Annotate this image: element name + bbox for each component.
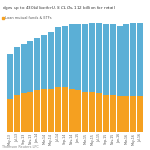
- Bar: [96, 93, 102, 132]
- Bar: [110, 94, 116, 132]
- Bar: [123, 96, 129, 132]
- Bar: [48, 88, 54, 132]
- Bar: [62, 26, 68, 87]
- Bar: [21, 93, 27, 132]
- Bar: [75, 24, 81, 90]
- Bar: [55, 87, 61, 132]
- Bar: [55, 27, 61, 87]
- Bar: [103, 94, 109, 132]
- Bar: [103, 24, 109, 94]
- Bar: [110, 24, 116, 94]
- Bar: [69, 24, 75, 88]
- Text: dges up to $430 billion for U.S. CLOs, $112 billion for retail: dges up to $430 billion for U.S. CLOs, $…: [2, 4, 115, 12]
- Bar: [89, 92, 95, 132]
- Bar: [75, 90, 81, 132]
- Bar: [27, 40, 33, 92]
- Bar: [117, 26, 123, 96]
- Bar: [34, 38, 40, 90]
- Bar: [89, 22, 95, 92]
- Bar: [137, 22, 143, 96]
- Text: Thomson Reuters LPC: Thomson Reuters LPC: [2, 145, 38, 149]
- Bar: [82, 92, 88, 132]
- Bar: [130, 22, 136, 96]
- Bar: [41, 34, 47, 88]
- Bar: [62, 87, 68, 132]
- Bar: [14, 94, 20, 132]
- Bar: [21, 44, 27, 93]
- Bar: [7, 54, 13, 99]
- Bar: [69, 88, 75, 132]
- Bar: [48, 32, 54, 88]
- Bar: [137, 96, 143, 132]
- Legend: Loan mutual funds & ETFs: Loan mutual funds & ETFs: [2, 16, 52, 20]
- Bar: [14, 46, 20, 94]
- Bar: [123, 24, 129, 96]
- Bar: [41, 88, 47, 132]
- Bar: [96, 22, 102, 93]
- Bar: [130, 96, 136, 132]
- Bar: [117, 96, 123, 132]
- Bar: [34, 90, 40, 132]
- Bar: [82, 24, 88, 92]
- Bar: [7, 99, 13, 132]
- Bar: [27, 92, 33, 132]
